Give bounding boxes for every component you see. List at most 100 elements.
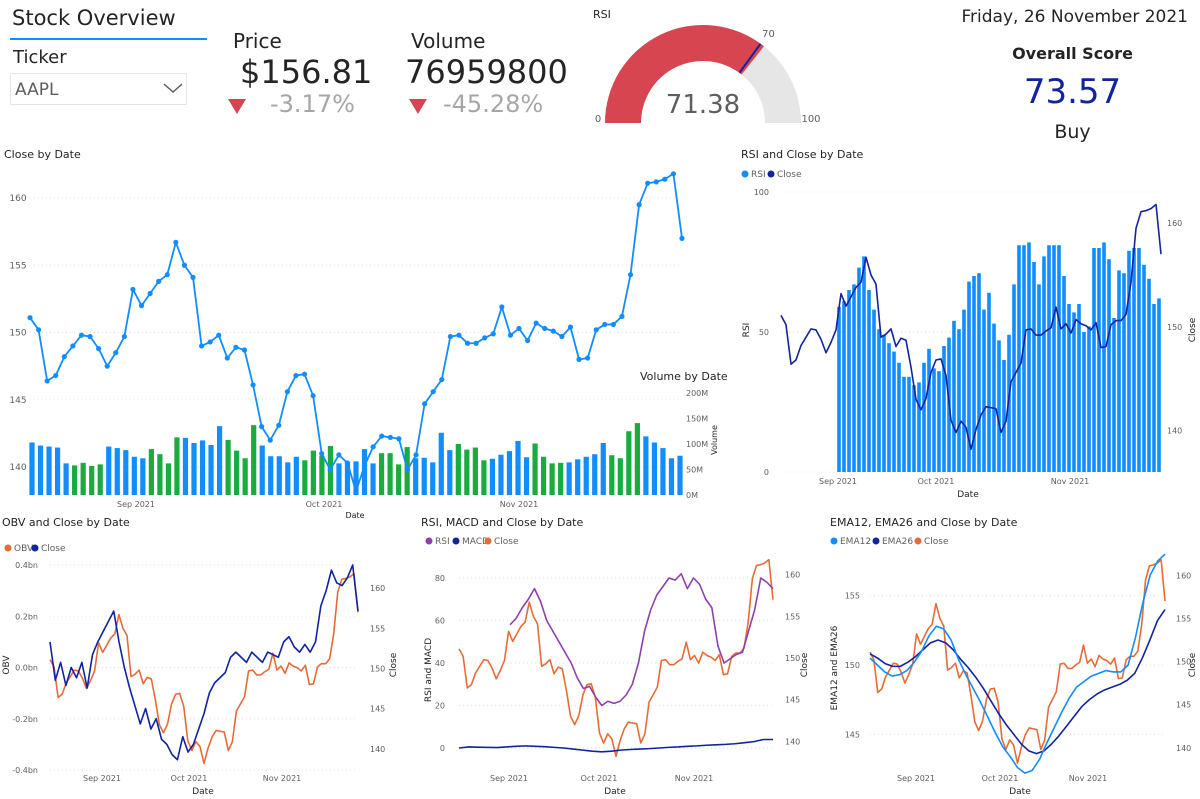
x-tick-label: Oct 2021 [918, 477, 955, 486]
close-line-point [241, 347, 248, 353]
ticker-dropdown[interactable]: AAPL [10, 73, 187, 105]
rsi-bar [1147, 278, 1151, 472]
close-line-point [190, 274, 196, 280]
ema-close-chart[interactable]: EMA12, EMA26 and Close by Date EMA12 EMA… [820, 510, 1200, 799]
rsi-bar [1057, 245, 1061, 472]
obv-close-chart[interactable]: OBV and Close by Date OBV Close -0.4bn -0… [0, 510, 400, 799]
close-line-point [113, 350, 119, 356]
rsi-bar [922, 362, 926, 472]
page-title: Stock Overview [12, 6, 176, 30]
rsi-macd-axis-label: RSI and MACD [424, 638, 434, 702]
volume-bar [566, 462, 572, 495]
close-line-point [447, 333, 453, 340]
rsi-bar [982, 309, 986, 472]
close-line-point [53, 372, 59, 379]
close-line-point [96, 346, 102, 352]
x-tick-label: Nov 2021 [675, 774, 714, 783]
rsi-bar [1002, 360, 1006, 472]
rsi-axis-label: RSI [742, 323, 752, 338]
close-line-point [413, 452, 419, 458]
close-line-point [259, 424, 265, 430]
rsi-bar [862, 256, 866, 472]
gauge-target-marker [738, 43, 762, 74]
rsi-bar [872, 309, 876, 472]
rsi-bar [987, 292, 991, 472]
volume-bar [259, 445, 265, 495]
volume-bar [165, 463, 172, 495]
rsi-bar [1052, 245, 1056, 472]
volume-bar [447, 450, 453, 495]
chevron-down-icon [163, 83, 183, 94]
volume-bar [234, 450, 240, 495]
date-axis-label: Date [604, 787, 626, 797]
volume-bar [123, 450, 129, 495]
close-line-point [164, 272, 170, 278]
volume-bar [216, 426, 223, 495]
volume-bar [455, 444, 461, 495]
x-tick-label: Nov 2021 [1051, 477, 1090, 486]
volume-bar [413, 458, 419, 495]
rsi-bar [1107, 259, 1111, 472]
legend-close-dot [767, 170, 775, 178]
close-by-date-chart[interactable]: Close by Date 140 145 150 155 160 Sep 2021 Oc… [0, 140, 730, 525]
legend-rsi-label: RSI [435, 537, 450, 547]
volume-bar [532, 443, 538, 495]
legend-obv-label: OBV [14, 544, 34, 554]
close-line-point [430, 389, 436, 395]
close-line-point [70, 343, 76, 349]
legend-close-dot [31, 544, 39, 552]
close-line-point [267, 437, 273, 443]
y2-tick-label: 140 [370, 745, 385, 754]
close-line-point [396, 436, 402, 442]
rsi-line [509, 572, 774, 707]
y2-tick-label: 140 [1176, 744, 1191, 753]
rsi-bar [997, 340, 1001, 472]
close-line-point [233, 344, 239, 350]
y-tick-label: 0.0bn [15, 664, 38, 673]
date-axis-label: Date [192, 787, 214, 797]
close-line-point [78, 332, 85, 338]
volume-bar [72, 465, 78, 495]
close-line-point [456, 332, 462, 338]
close-line-point [284, 389, 290, 395]
y2-tick-label: 160 [1167, 219, 1182, 228]
close-line-point [216, 332, 222, 338]
rsi-bar [1097, 248, 1101, 472]
volume-bar [344, 461, 351, 495]
rsi-bar [1102, 242, 1106, 472]
price-label: Price [233, 29, 282, 53]
y-tick-label: 0 [764, 468, 769, 477]
close-line-point [567, 324, 574, 330]
y2-tick-label: 155 [1176, 614, 1191, 623]
rsi-macd-close-chart[interactable]: RSI, MACD and Close by Date RSI MACD Clo… [405, 510, 810, 799]
close-line-point [653, 179, 659, 185]
close-line-point [173, 239, 179, 245]
rsi-bar [942, 346, 946, 472]
x-tick-label: Nov 2021 [1069, 774, 1108, 783]
close-line-point [533, 320, 539, 326]
volume-bar [660, 448, 666, 495]
legend-ema26-label: EMA26 [882, 537, 913, 547]
y2-tick-label: 150 [1167, 323, 1182, 332]
volume-bar [506, 451, 513, 495]
volume-bar [472, 447, 478, 495]
close-line-point [87, 333, 93, 340]
rsi-bar [917, 382, 921, 472]
rsi-bar [1067, 304, 1071, 472]
volume-bar [174, 437, 180, 495]
volume-bar [310, 450, 316, 495]
close-line-point [104, 363, 110, 369]
volume-bar [208, 445, 214, 495]
y2-tick-label: 140 [1167, 427, 1182, 436]
rsi-bar [1027, 242, 1031, 472]
recommendation: Buy [1054, 121, 1091, 143]
close-line-point [662, 176, 668, 182]
close-line-point [619, 313, 625, 319]
rsi-close-chart[interactable]: RSI and Close by Date RSI Close 0 50 100 14… [733, 140, 1200, 510]
close-line-point [44, 378, 50, 384]
y-tick-label: -0.4bn [12, 766, 38, 775]
y2-tick-label: 145 [370, 705, 385, 714]
close-line [29, 172, 683, 493]
y2-tick-label: 160 [370, 584, 385, 593]
y-tick-label: 145 [845, 730, 860, 739]
